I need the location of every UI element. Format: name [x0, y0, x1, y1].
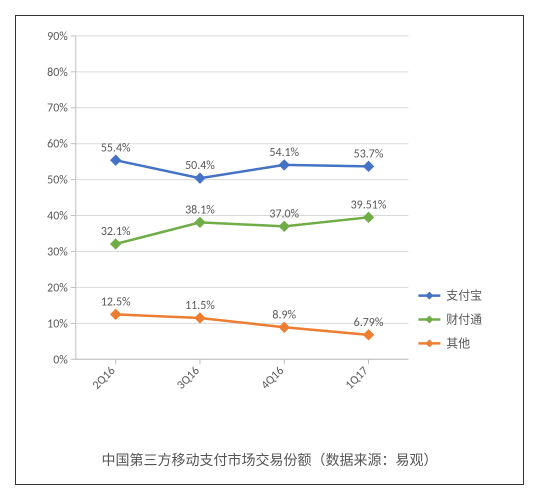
y-tick-label: 0%	[53, 353, 68, 367]
legend-label: 支付宝	[446, 289, 482, 303]
data-label: 38.1%	[185, 203, 215, 217]
y-tick-label: 60%	[47, 138, 68, 152]
y-tick-label: 70%	[47, 102, 68, 116]
y-tick-label: 40%	[47, 210, 68, 224]
data-label: 39.51%	[351, 198, 387, 212]
y-tick-label: 30%	[47, 245, 68, 259]
legend-label: 其他	[446, 336, 470, 350]
y-tick-label: 80%	[47, 66, 68, 80]
chart-caption: 中国第三方移动支付市场交易份额（数据来源：易观）	[16, 450, 523, 470]
data-label: 8.9%	[272, 308, 296, 322]
y-tick-label: 90%	[47, 30, 68, 44]
data-label: 6.79%	[354, 316, 384, 330]
data-label: 11.5%	[185, 299, 215, 313]
chart-wrap: 0%10%20%30%40%50%60%70%80%90%2Q163Q164Q1…	[16, 16, 523, 414]
chart-panel: 0%10%20%30%40%50%60%70%80%90%2Q163Q164Q1…	[15, 15, 524, 485]
y-tick-label: 10%	[47, 317, 68, 331]
y-tick-label: 20%	[47, 281, 68, 295]
legend-label: 财付通	[446, 312, 482, 326]
screenshot-frame: 0%10%20%30%40%50%60%70%80%90%2Q163Q164Q1…	[0, 0, 539, 500]
data-label: 53.7%	[354, 147, 384, 161]
market-share-line-chart: 0%10%20%30%40%50%60%70%80%90%2Q163Q164Q1…	[16, 16, 523, 414]
data-label: 32.1%	[101, 225, 131, 239]
data-label: 37.0%	[269, 207, 299, 221]
data-label: 50.4%	[185, 159, 215, 173]
y-tick-label: 50%	[47, 174, 68, 188]
data-label: 12.5%	[101, 295, 131, 309]
data-label: 54.1%	[269, 146, 299, 160]
data-label: 55.4%	[101, 141, 131, 155]
